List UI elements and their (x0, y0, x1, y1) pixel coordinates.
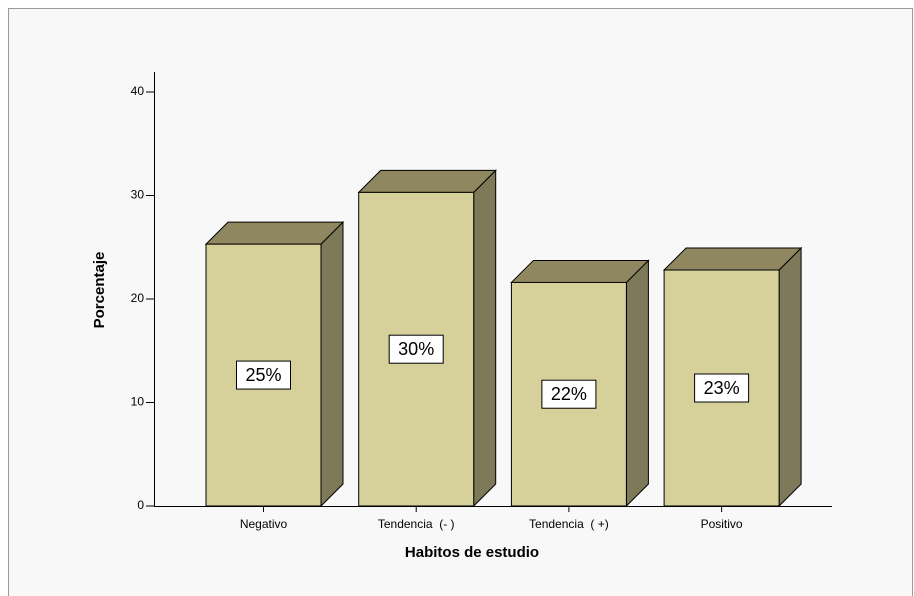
value-label-box (541, 379, 597, 409)
y-tick-label: 40 (131, 84, 145, 98)
x-axis-title: Habitos de estudio (405, 544, 539, 561)
value-label: 22% (551, 384, 587, 404)
y-tick-label: 20 (131, 291, 145, 305)
bar-side (778, 246, 802, 508)
bar-top (662, 247, 803, 271)
y-tick-label: 30 (131, 188, 145, 202)
bar-side (625, 259, 649, 508)
y-axis-title: Porcentaje (91, 252, 108, 329)
bar-top (510, 259, 650, 283)
value-label: 25% (245, 365, 281, 385)
x-tick-label: Tendencia ( +) (529, 517, 609, 531)
bar-side (473, 169, 497, 508)
x-tick-label: Negativo (240, 517, 288, 531)
bar-top (357, 169, 497, 193)
value-label-box (236, 360, 291, 390)
value-label: 30% (398, 339, 434, 359)
bar-side (320, 220, 344, 508)
value-label-box (694, 373, 750, 403)
x-tick-label: Positivo (701, 517, 743, 531)
value-label-box (388, 334, 444, 364)
y-tick-label: 0 (137, 498, 144, 512)
y-tick-label: 10 (131, 395, 145, 409)
value-label: 23% (704, 378, 740, 398)
bar-top (204, 221, 345, 245)
x-tick-label: Tendencia (- ) (378, 517, 455, 531)
